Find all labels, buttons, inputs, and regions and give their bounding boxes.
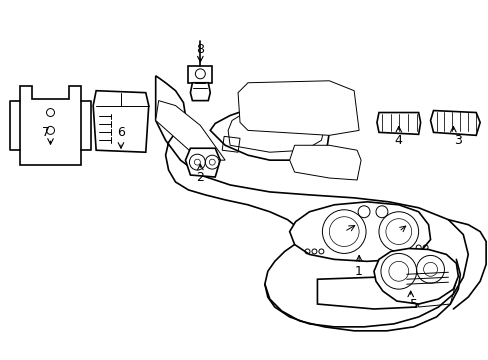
Text: 4: 4: [394, 134, 402, 147]
Text: 5: 5: [409, 297, 417, 311]
Polygon shape: [228, 111, 324, 152]
Polygon shape: [373, 248, 457, 304]
Polygon shape: [289, 145, 360, 180]
Text: 3: 3: [453, 134, 461, 147]
Polygon shape: [190, 83, 210, 100]
Polygon shape: [155, 76, 468, 327]
Polygon shape: [210, 105, 328, 160]
Polygon shape: [317, 277, 418, 309]
Text: 1: 1: [354, 265, 362, 278]
Polygon shape: [155, 100, 224, 160]
Polygon shape: [289, 202, 429, 261]
Text: 8: 8: [196, 42, 204, 55]
Text: 6: 6: [117, 126, 124, 139]
Polygon shape: [188, 66, 212, 83]
Polygon shape: [429, 111, 479, 135]
Text: 2: 2: [196, 171, 204, 184]
Polygon shape: [20, 86, 81, 165]
Polygon shape: [376, 113, 420, 134]
Polygon shape: [238, 81, 358, 135]
Polygon shape: [185, 148, 220, 177]
Polygon shape: [93, 91, 148, 152]
Text: 7: 7: [41, 126, 49, 139]
